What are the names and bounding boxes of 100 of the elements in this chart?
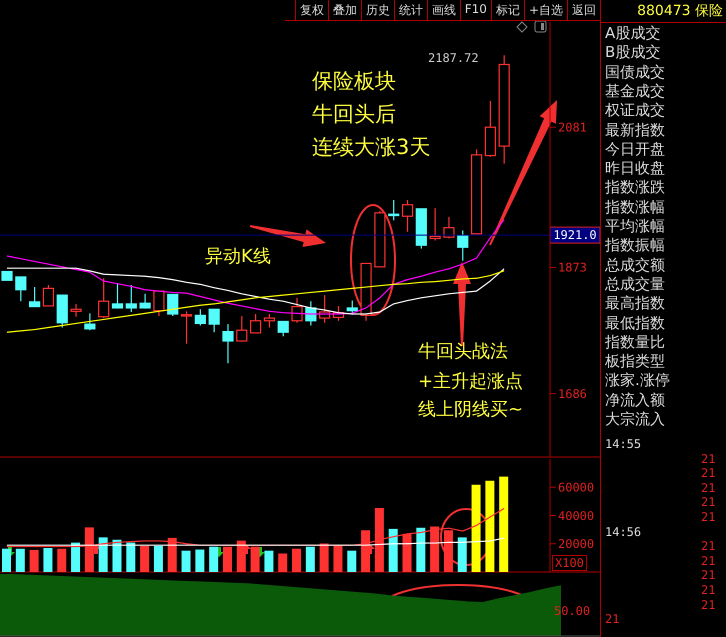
bar <box>182 550 191 572</box>
annotation: 牛回头后 <box>312 102 396 126</box>
y-tick-label: 60000 <box>558 480 594 495</box>
text: 昨日收盘 <box>605 159 665 178</box>
text: 基金成交 <box>605 82 665 100</box>
candlestick <box>194 308 206 326</box>
bar <box>112 540 122 572</box>
candlestick <box>457 230 468 262</box>
text: 14:55 <box>605 437 642 452</box>
text: 画线 <box>426 0 460 20</box>
text: A股成交 <box>605 24 660 42</box>
bar <box>250 546 260 572</box>
annotation: 牛回头战法 <box>418 341 508 362</box>
ref-line-label: 1921.0 <box>553 228 597 242</box>
text: 最新指数 <box>605 120 665 138</box>
bar <box>485 480 494 572</box>
text: 指数量比 <box>605 332 665 351</box>
candlestick <box>84 312 96 331</box>
y-tick-label: 1686 <box>558 386 587 401</box>
candlestick <box>236 315 248 342</box>
text: 总成交额 <box>605 256 665 274</box>
candlestick <box>140 293 151 310</box>
text: 历史 <box>360 0 394 20</box>
text: 21 <box>701 583 716 598</box>
text: 权证成交 <box>605 101 665 120</box>
text: 21 <box>701 539 716 554</box>
line-series <box>6 270 505 333</box>
text: 指数涨幅 <box>605 198 665 216</box>
text: 指数涨跌 <box>605 178 665 196</box>
bar <box>16 548 25 572</box>
bar <box>30 550 39 572</box>
bar <box>98 537 108 572</box>
text: +自选 <box>524 0 567 20</box>
annotation: 保险板块 <box>312 69 396 94</box>
bar <box>2 548 11 572</box>
text: 21 <box>701 495 716 510</box>
text: 21 <box>701 510 716 524</box>
text: 标记 <box>490 0 524 20</box>
text: 涨家.涨停 <box>605 371 670 390</box>
candlestick <box>70 303 82 318</box>
candlestick <box>112 282 124 310</box>
bar <box>292 548 302 572</box>
text: 21 <box>701 568 716 583</box>
text: 板指类型 <box>605 352 665 370</box>
candlestick <box>15 276 26 302</box>
candlestick <box>250 313 262 334</box>
annotation: 异动K线 <box>205 246 271 267</box>
text: 平均涨幅 <box>605 217 665 235</box>
bar <box>43 548 52 572</box>
text: 21 <box>701 466 716 480</box>
candlestick <box>278 320 289 337</box>
y-tick-label: 1873 <box>558 260 587 275</box>
candlestick <box>42 284 54 307</box>
text: 21 <box>701 452 716 466</box>
bar <box>71 542 80 572</box>
text: F10 <box>460 0 491 20</box>
bar <box>472 484 481 572</box>
y-tick-label: 20000 <box>558 537 594 552</box>
candlestick <box>402 199 414 232</box>
text: 总成交量 <box>605 274 665 293</box>
line-series <box>6 538 505 546</box>
y-tick-label: 2081 <box>558 120 587 134</box>
annotation: 连续大涨3天 <box>312 135 430 160</box>
text: 最高指数 <box>605 294 665 312</box>
bar <box>140 546 150 572</box>
annotation: 50.00 <box>553 604 592 618</box>
text: 21 <box>605 612 620 626</box>
bar <box>458 537 467 572</box>
candlestick <box>126 284 137 313</box>
text: 今日开盘 <box>605 140 665 158</box>
text: 国债成交 <box>605 62 665 81</box>
bar <box>209 546 218 572</box>
text: 最低指数 <box>605 314 665 332</box>
bar <box>195 550 204 572</box>
text: 14:56 <box>605 524 642 539</box>
bar <box>499 476 508 572</box>
bar <box>236 540 246 572</box>
annotation: +主升起涨点 <box>418 371 524 392</box>
text: X100 <box>552 555 587 571</box>
annotation: 2187.72 <box>428 51 479 66</box>
candlestick <box>430 208 441 242</box>
text: 21 <box>701 480 716 495</box>
bar <box>416 528 426 572</box>
bar <box>222 546 232 572</box>
text: 指数振幅 <box>605 236 665 254</box>
bar <box>126 542 136 572</box>
candlestick <box>346 300 358 316</box>
candlestick <box>222 324 234 364</box>
candlestick <box>98 278 110 319</box>
candlestick <box>153 290 165 317</box>
text: 统计 <box>394 0 427 20</box>
bar <box>154 546 163 572</box>
candlestick <box>291 297 303 324</box>
annotation: 线上阴线买~ <box>418 399 524 420</box>
candlestick <box>29 286 40 308</box>
text: B股成交 <box>605 43 660 62</box>
y-tick-label: 40000 <box>558 508 594 523</box>
text: 返回 <box>567 0 600 20</box>
candlestick <box>388 199 400 221</box>
candlestick <box>167 294 178 317</box>
